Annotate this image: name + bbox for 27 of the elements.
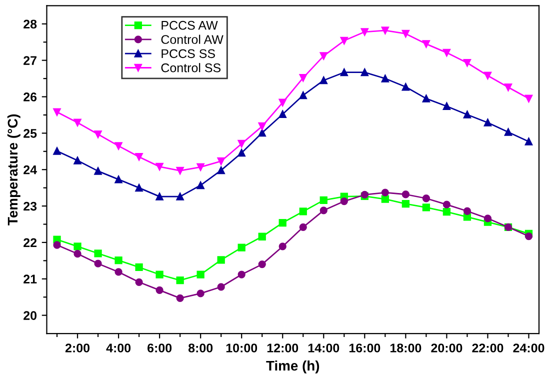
x-tick-label: 14:00	[308, 344, 340, 352]
y-tick-label: 20	[24, 311, 37, 320]
legend-label: PCCS AW	[162, 20, 218, 30]
x-tick-label: 10:00	[226, 344, 258, 352]
x-tick-label: 6:00	[148, 344, 172, 352]
legend-label: Control SS	[161, 63, 221, 72]
y-tick-label: 27	[24, 56, 36, 65]
y-tick-label: 26	[24, 92, 37, 102]
x-tick-label: 12:00	[267, 344, 298, 352]
y-tick-label: 24	[24, 165, 37, 174]
y-tick-label: 21	[24, 274, 37, 284]
x-tick-label: 22:00	[472, 344, 504, 352]
x-tick-label: 24:00	[513, 344, 544, 352]
x-axis-title: Time (h)	[266, 360, 320, 374]
y-tick-label: 28	[24, 20, 37, 29]
x-tick-label: 4:00	[106, 344, 131, 352]
legend-label: PCCS SS	[162, 49, 215, 58]
y-tick-label: 25	[24, 128, 37, 138]
x-tick-label: 8:00	[188, 344, 213, 352]
y-tick-label: 23	[24, 202, 37, 211]
x-tick-label: 18:00	[390, 344, 422, 352]
legend-label: Control AW	[161, 34, 224, 44]
x-tick-label: 20:00	[431, 344, 462, 352]
y-tick-label: 22	[24, 238, 37, 247]
x-tick-label: 16:00	[349, 344, 380, 352]
y-axis-title: Temperature (°C)	[7, 114, 20, 226]
x-tick-label: 2:00	[65, 344, 90, 352]
